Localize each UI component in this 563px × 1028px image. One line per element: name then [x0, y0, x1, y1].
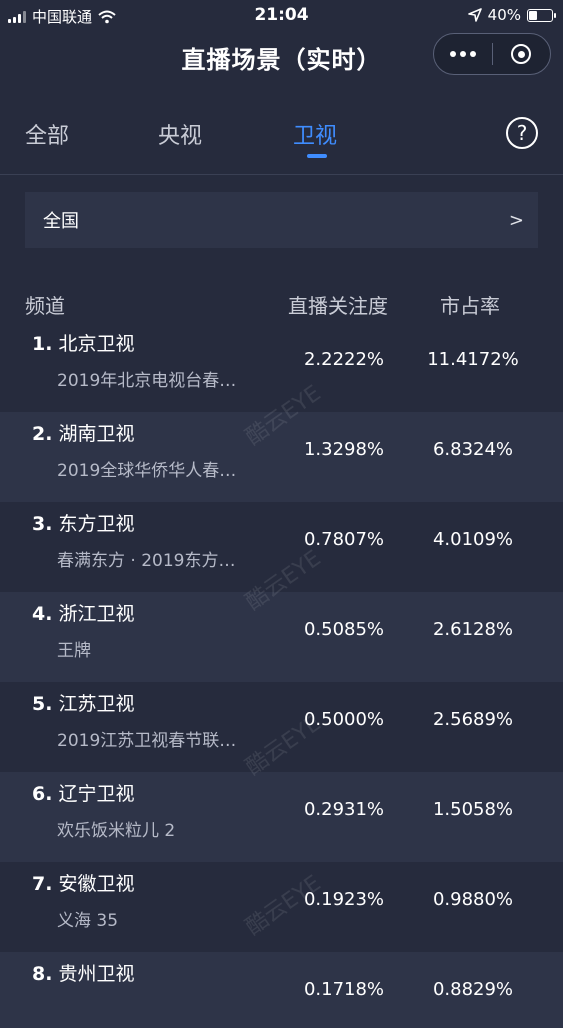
- attention-value: 1.3298%: [303, 439, 385, 460]
- rank-number: 2.: [32, 423, 53, 445]
- channel-name: 贵州卫视: [58, 963, 135, 985]
- channel-name: 安徽卫视: [58, 873, 135, 895]
- carrier-label: 中国联通: [32, 8, 93, 26]
- program-name: 2019年北京电视台春…: [57, 371, 237, 391]
- channel-name: 辽宁卫视: [58, 783, 135, 805]
- rank-number: 3.: [32, 513, 53, 535]
- row-title: 3. 东方卫视: [32, 509, 135, 536]
- status-left: 中国联通: [8, 6, 116, 27]
- header-attention[interactable]: 直播关注度: [288, 294, 388, 318]
- program-name: 王牌: [57, 641, 91, 661]
- region-selector[interactable]: 全国 >: [25, 192, 538, 248]
- program-name: 2019江苏卫视春节联…: [57, 731, 237, 751]
- rank-number: 1.: [32, 333, 53, 355]
- status-bar: 中国联通 21:04 40%: [0, 0, 563, 30]
- miniprogram-capsule: [433, 33, 551, 75]
- table-row[interactable]: 6. 辽宁卫视 欢乐饭米粒儿 2 0.2931% 1.5058%: [0, 772, 563, 862]
- row-title: 2. 湖南卫视: [32, 419, 135, 446]
- program-name: 2019全球华侨华人春…: [57, 461, 237, 481]
- attention-value: 0.5085%: [303, 619, 385, 640]
- channel-name: 东方卫视: [58, 513, 135, 535]
- row-title: 6. 辽宁卫视: [32, 779, 135, 806]
- row-title: 7. 安徽卫视: [32, 869, 135, 896]
- more-button[interactable]: [434, 34, 492, 74]
- share-value: 2.6128%: [432, 619, 514, 640]
- table-row[interactable]: 2. 湖南卫视 2019全球华侨华人春… 1.3298% 6.8324%: [0, 412, 563, 502]
- active-tab-indicator: [307, 154, 327, 158]
- battery-percent: 40%: [487, 6, 521, 24]
- wifi-icon: [98, 10, 116, 24]
- region-label: 全国: [43, 211, 79, 232]
- help-icon[interactable]: ?: [506, 117, 538, 149]
- signal-icon: [8, 10, 26, 23]
- table-row[interactable]: 1. 北京卫视 2019年北京电视台春… 2.2222% 11.4172%: [0, 322, 563, 412]
- row-title: 5. 江苏卫视: [32, 689, 135, 716]
- row-title: 8. 贵州卫视: [32, 959, 135, 986]
- more-dots-icon: [449, 51, 476, 57]
- share-value: 6.8324%: [432, 439, 514, 460]
- program-name: 欢乐饭米粒儿 2: [57, 821, 176, 841]
- tab-cctv[interactable]: 央视: [158, 124, 203, 149]
- table-row[interactable]: 7. 安徽卫视 义海 35 0.1923% 0.9880%: [0, 862, 563, 952]
- battery-icon: [527, 8, 556, 22]
- page-title: 直播场景（实时）: [181, 46, 382, 74]
- rank-number: 7.: [32, 873, 53, 895]
- tabs-divider: [0, 174, 563, 175]
- channel-name: 江苏卫视: [58, 693, 135, 715]
- attention-value: 0.7807%: [303, 529, 385, 550]
- share-value: 2.5689%: [432, 709, 514, 730]
- rank-number: 4.: [32, 603, 53, 625]
- row-title: 4. 浙江卫视: [32, 599, 135, 626]
- status-time: 21:04: [254, 5, 309, 25]
- share-value: 0.9880%: [432, 889, 514, 910]
- location-arrow-icon: [467, 8, 482, 22]
- tab-satellite[interactable]: 卫视: [293, 124, 338, 149]
- tab-all[interactable]: 全部: [25, 124, 70, 149]
- rank-number: 5.: [32, 693, 53, 715]
- share-value: 4.0109%: [432, 529, 514, 550]
- attention-value: 2.2222%: [303, 349, 385, 370]
- table-row[interactable]: 3. 东方卫视 春满东方 · 2019东方… 0.7807% 4.0109%: [0, 502, 563, 592]
- rank-number: 6.: [32, 783, 53, 805]
- table-row[interactable]: 5. 江苏卫视 2019江苏卫视春节联… 0.5000% 2.5689%: [0, 682, 563, 772]
- close-miniprogram-button[interactable]: [493, 34, 551, 74]
- attention-value: 0.1718%: [303, 979, 385, 1000]
- target-icon: [511, 44, 532, 64]
- table-row[interactable]: 8. 贵州卫视 0.1718% 0.8829%: [0, 952, 563, 1028]
- row-title: 1. 北京卫视: [32, 329, 135, 356]
- attention-value: 0.5000%: [303, 709, 385, 730]
- attention-value: 0.1923%: [303, 889, 385, 910]
- share-value: 0.8829%: [432, 979, 514, 1000]
- chevron-right-icon: >: [508, 209, 524, 231]
- share-value: 1.5058%: [432, 799, 514, 820]
- header-share[interactable]: 市占率: [440, 294, 500, 318]
- share-value: 11.4172%: [427, 349, 519, 370]
- channel-name: 北京卫视: [58, 333, 135, 355]
- program-name: 春满东方 · 2019东方…: [57, 551, 236, 571]
- table-row[interactable]: 4. 浙江卫视 王牌 0.5085% 2.6128%: [0, 592, 563, 682]
- rank-number: 8.: [32, 963, 53, 985]
- channel-name: 浙江卫视: [58, 603, 135, 625]
- status-right: 40%: [467, 6, 556, 24]
- channel-name: 湖南卫视: [58, 423, 135, 445]
- attention-value: 0.2931%: [303, 799, 385, 820]
- header-channel: 频道: [25, 294, 65, 318]
- battery-fill: [529, 10, 537, 20]
- capsule-divider: [491, 43, 493, 65]
